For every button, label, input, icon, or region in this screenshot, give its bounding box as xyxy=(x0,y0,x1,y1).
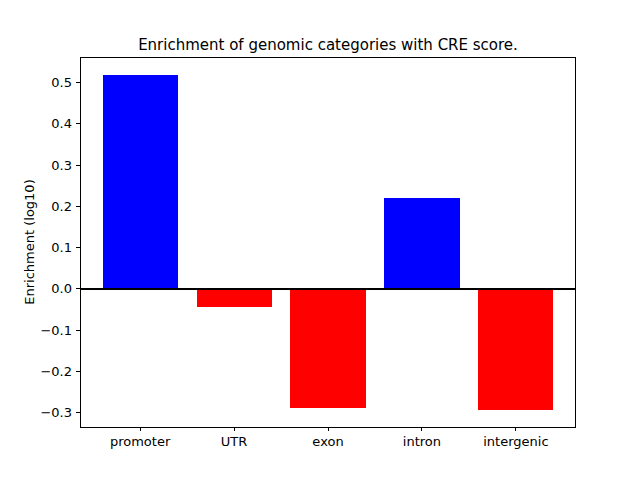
bar-promoter xyxy=(103,75,178,289)
y-tick-label: 0.2 xyxy=(28,199,72,214)
y-tick-label: −0.1 xyxy=(28,323,72,338)
x-tick-mark xyxy=(234,427,235,431)
bar-UTR xyxy=(197,289,272,308)
bar-intron xyxy=(384,198,459,289)
y-tick-mark xyxy=(76,165,80,166)
y-tick-mark xyxy=(76,330,80,331)
y-tick-mark xyxy=(76,288,80,289)
x-tick-mark xyxy=(328,427,329,431)
x-tick-mark xyxy=(421,427,422,431)
y-tick-label: 0.5 xyxy=(28,75,72,90)
x-tick-mark xyxy=(140,427,141,431)
y-tick-label: −0.3 xyxy=(28,405,72,420)
x-tick-mark xyxy=(515,427,516,431)
zero-line xyxy=(81,288,575,290)
y-tick-label: 0.1 xyxy=(28,240,72,255)
bar-intergenic xyxy=(478,289,553,411)
y-tick-mark xyxy=(76,412,80,413)
y-tick-mark xyxy=(76,123,80,124)
y-tick-mark xyxy=(76,206,80,207)
y-tick-label: 0.0 xyxy=(28,281,72,296)
figure: Enrichment of genomic categories with CR… xyxy=(0,0,640,480)
bar-exon xyxy=(290,289,365,409)
y-tick-label: −0.2 xyxy=(28,364,72,379)
y-tick-label: 0.4 xyxy=(28,116,72,131)
y-tick-mark xyxy=(76,371,80,372)
y-tick-mark xyxy=(76,82,80,83)
chart-title: Enrichment of genomic categories with CR… xyxy=(80,36,576,54)
x-tick-label-intergenic: intergenic xyxy=(461,434,571,449)
y-tick-mark xyxy=(76,247,80,248)
y-tick-label: 0.3 xyxy=(28,158,72,173)
